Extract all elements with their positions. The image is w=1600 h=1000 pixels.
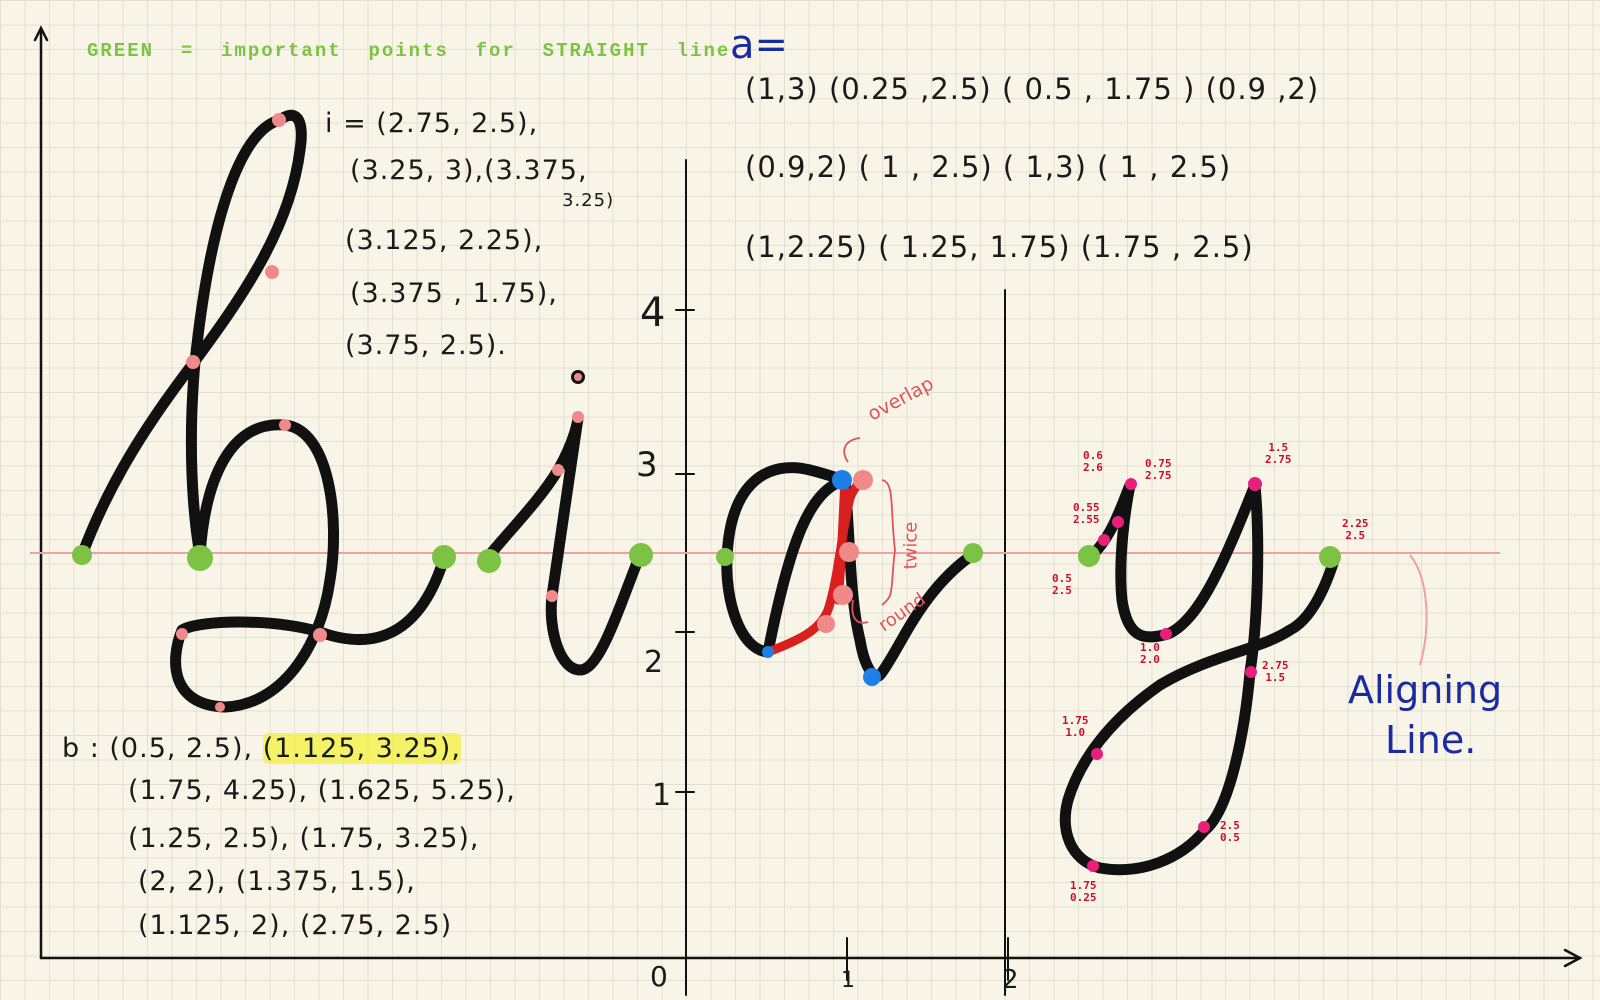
blue-point xyxy=(863,668,881,686)
green-point xyxy=(629,543,653,567)
b-notes-line3: (1.25, 2.5), (1.75, 3.25), xyxy=(128,823,480,854)
y-point-label-8: 2.75 1.5 xyxy=(1262,659,1289,684)
magenta-point xyxy=(1198,821,1210,833)
y-tick-label-1: 1 xyxy=(652,778,673,813)
salmon-point xyxy=(313,628,327,642)
aligning-label-line2: Line. xyxy=(1385,718,1477,762)
magenta-point xyxy=(1112,516,1124,528)
aligning-pointer xyxy=(1409,554,1428,666)
green-point xyxy=(187,545,213,571)
magenta-point xyxy=(1087,860,1099,872)
green-point xyxy=(1319,546,1341,568)
b-notes-line5: (1.125, 2), (2.75, 2.5) xyxy=(138,910,453,941)
green-point xyxy=(72,545,92,565)
magenta-point xyxy=(1125,478,1137,490)
i-notes-line5: (3.375 , 1.75), xyxy=(350,278,558,309)
salmon-point xyxy=(186,355,200,369)
x-tick-label-0: 0 xyxy=(650,960,669,993)
magenta-points xyxy=(1087,477,1262,872)
a-notes-row2: (0.9,2) ( 1 , 2.5) ( 1,3) ( 1 , 2.5) xyxy=(745,150,1232,184)
salmon-point xyxy=(853,470,873,490)
blue-point xyxy=(762,646,774,658)
i-notes-line4: (3.125, 2.25), xyxy=(345,225,544,256)
salmon-point xyxy=(279,419,291,431)
twice-brace xyxy=(881,479,896,606)
magenta-point xyxy=(1160,628,1172,640)
x-axis-arrow xyxy=(1563,948,1583,968)
green-point xyxy=(963,543,983,563)
salmon-point xyxy=(546,590,558,602)
overlap-pointer xyxy=(843,437,861,463)
salmon-point xyxy=(265,265,279,279)
b-notes-line1: b : (0.5, 2.5), (1.125, 3.25), xyxy=(62,733,461,764)
y-axis-arrow xyxy=(33,25,49,42)
salmon-point xyxy=(572,411,584,423)
y-point-label-11: 1.75 0.25 xyxy=(1070,879,1097,904)
a-notes-row1: (1,3) (0.25 ,2.5) ( 0.5 , 1.75 ) (0.9 ,2… xyxy=(745,72,1320,106)
salmon-point xyxy=(215,702,225,712)
magenta-point xyxy=(1098,534,1110,546)
twice-annotation: twice xyxy=(900,521,922,570)
letter-b-stroke xyxy=(76,109,451,713)
x-tick-label-2: 2 xyxy=(1002,965,1020,995)
letter-y-stroke xyxy=(1059,479,1341,876)
i-notes-line6: (3.75, 2.5). xyxy=(345,330,507,361)
y-point-label-6: 1.5 2.75 xyxy=(1265,441,1292,466)
green-point xyxy=(1078,545,1100,567)
b-notes-highlight: (1.125, 3.25), xyxy=(262,733,461,764)
green-point xyxy=(477,549,501,573)
blue-point xyxy=(832,470,852,490)
y-tick-label-2: 2 xyxy=(644,645,665,680)
salmon-point xyxy=(839,542,859,562)
round-pointer xyxy=(851,599,869,624)
salmon-point xyxy=(552,464,564,476)
axes xyxy=(33,25,1583,996)
salmon-point xyxy=(176,628,188,640)
b-notes-line1-prefix: b : (0.5, 2.5), xyxy=(62,733,254,764)
salmon-points xyxy=(176,113,873,712)
a-notes-label: a= xyxy=(730,22,789,68)
y-point-label-4: 0.75 2.75 xyxy=(1145,457,1172,482)
y-point-label-3: 0.6 2.6 xyxy=(1083,449,1103,474)
aligning-label-line1: Aligning xyxy=(1348,668,1503,712)
green-point xyxy=(432,545,456,569)
i-notes-line2: (3.25, 3),(3.375, xyxy=(350,155,588,186)
i-notes-line1: i = (2.75, 2.5), xyxy=(325,108,539,139)
letter-i-stroke xyxy=(482,412,646,676)
magenta-point xyxy=(1245,666,1257,678)
green-point xyxy=(716,548,734,566)
y-point-label-9: 1.75 1.0 xyxy=(1062,714,1089,739)
magenta-point xyxy=(1091,748,1103,760)
magenta-point xyxy=(1248,477,1262,491)
salmon-point xyxy=(833,585,853,605)
y-tick-label-3: 3 xyxy=(636,445,659,485)
a-notes-row3: (1,2.25) ( 1.25, 1.75) (1.75 , 2.5) xyxy=(745,230,1254,264)
y-point-label-2: 0.55 2.55 xyxy=(1073,501,1100,526)
y-point-label-1: 0.5 2.5 xyxy=(1052,572,1072,597)
blue-points xyxy=(762,470,881,686)
a-overlap-red-2 xyxy=(833,475,850,605)
salmon-point xyxy=(817,615,835,633)
i-notes-line3: 3.25) xyxy=(562,190,615,211)
x-tick-label-1: 1 xyxy=(841,968,856,993)
b-notes-line2: (1.75, 4.25), (1.625, 5.25), xyxy=(128,775,516,806)
salmon-point xyxy=(272,113,286,127)
green-points xyxy=(72,543,1341,573)
y-tick-label-4: 4 xyxy=(640,290,667,336)
b-notes-line4: (2, 2), (1.375, 1.5), xyxy=(138,866,416,897)
y-point-label-5: 1.0 2.0 xyxy=(1140,641,1160,666)
legend-text: GREEN = important points for STRAIGHT li… xyxy=(87,40,758,62)
y-point-label-10: 2.5 0.5 xyxy=(1220,819,1240,844)
y-point-label-7: 2.25 2.5 xyxy=(1342,517,1369,542)
